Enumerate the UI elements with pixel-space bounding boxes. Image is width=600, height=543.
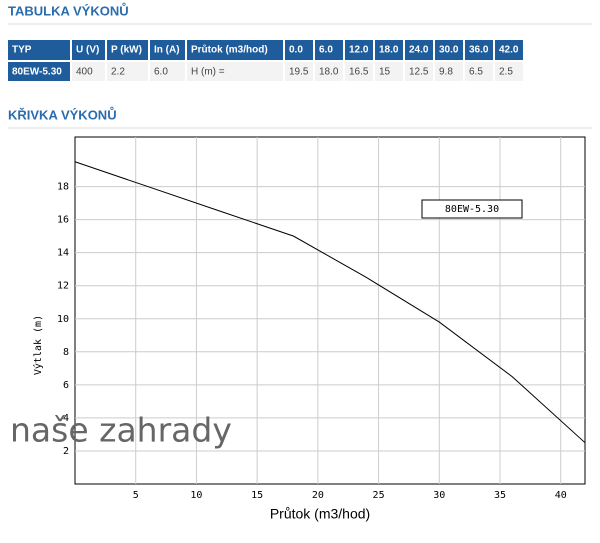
cell <box>315 62 343 81</box>
cell <box>435 62 463 81</box>
legend-label: 80EW-5.30 <box>445 204 499 215</box>
x-tick-label: 35 <box>494 490 506 501</box>
table: TYP U (V) P (kW) In (A) Průtok (m3/hod) 0.0 6.… <box>8 40 523 81</box>
cell-text: 18.0 <box>319 67 339 78</box>
y-tick-label: 12 <box>57 281 69 292</box>
cell <box>495 62 523 81</box>
cell-text: 6.5 <box>469 67 483 78</box>
header-text: TYP <box>12 45 32 56</box>
header-cell <box>345 40 373 60</box>
x-axis-label: Průtok (m3/hod) <box>270 506 370 522</box>
header-cell <box>72 40 105 60</box>
x-tick-label: 5 <box>133 490 139 501</box>
y-tick-label: 6 <box>63 380 69 391</box>
chart: 2 4 6 8 10 12 14 16 18 5 10 15 20 25 30 35 40 Průtok (m3/… <box>32 136 586 522</box>
header-text: 6.0 <box>319 45 333 56</box>
header-text: 36.0 <box>469 45 489 56</box>
cell <box>187 62 283 81</box>
y-axis-label: Výtlak (m) <box>32 315 44 375</box>
cell-text: 19.5 <box>289 67 309 78</box>
header-text: U (V) <box>76 45 99 56</box>
cell <box>375 62 403 81</box>
cell <box>72 62 105 81</box>
header-text: 18.0 <box>379 45 399 56</box>
header-text: Průtok (m3/hod) <box>191 44 268 56</box>
cell-text: 16.5 <box>349 67 369 78</box>
x-tick-label: 20 <box>312 490 324 501</box>
cell-text: 2.2 <box>111 67 125 78</box>
data-line <box>74 161 586 444</box>
legend-box <box>421 199 523 219</box>
cell <box>345 62 373 81</box>
header-cell <box>8 40 70 60</box>
cell-text: 9.8 <box>439 67 453 78</box>
cell-text: 12.5 <box>409 67 429 78</box>
header-text: 0.0 <box>289 45 303 56</box>
cell-text: 400 <box>76 67 93 78</box>
y-tick-label: 2 <box>63 446 69 457</box>
header-cell <box>285 40 313 60</box>
y-tick-label: 14 <box>57 248 69 259</box>
x-tick-label: 15 <box>251 490 263 501</box>
header-cell <box>495 40 523 60</box>
header-text: P (kW) <box>111 45 142 56</box>
cell <box>150 62 185 81</box>
x-tick-label: 10 <box>190 490 202 501</box>
y-tick-label: 8 <box>63 347 69 358</box>
header-text: 12.0 <box>349 45 369 56</box>
watermark: naše zahrady <box>10 411 232 450</box>
y-tick-label: 4 <box>63 413 69 424</box>
header-cell <box>405 40 433 60</box>
header-cell <box>315 40 343 60</box>
x-tick-label: 25 <box>373 490 385 501</box>
cell <box>285 62 313 81</box>
cell <box>8 62 70 81</box>
cell <box>107 62 148 81</box>
header-text: In (A) <box>154 45 180 56</box>
header-cell <box>465 40 493 60</box>
cell-text: 80EW-5.30 <box>12 67 62 78</box>
x-tick-label: 30 <box>433 490 445 501</box>
section-title: KŘIVKA VÝKONŮ <box>8 106 117 122</box>
header-cell <box>435 40 463 60</box>
y-tick-label: 16 <box>57 215 69 226</box>
header-text: 30.0 <box>439 45 459 56</box>
header-cell <box>150 40 185 60</box>
x-tick-label: 40 <box>555 490 567 501</box>
header-cell <box>375 40 403 60</box>
header-cell <box>187 40 283 60</box>
y-tick-label: 18 <box>57 182 69 193</box>
header-text: 42.0 <box>499 45 519 56</box>
y-tick-label: 10 <box>57 314 69 325</box>
cell-text: H (m) = <box>191 67 225 78</box>
cell-text: 2.5 <box>499 67 513 78</box>
header-cell <box>107 40 148 60</box>
section-title: TABULKA VÝKONŮ <box>8 2 129 18</box>
cell-text: 15 <box>379 67 391 78</box>
header-text: 24.0 <box>409 45 429 56</box>
cell <box>405 62 433 81</box>
cell-text: 6.0 <box>154 67 168 78</box>
cell <box>465 62 493 81</box>
